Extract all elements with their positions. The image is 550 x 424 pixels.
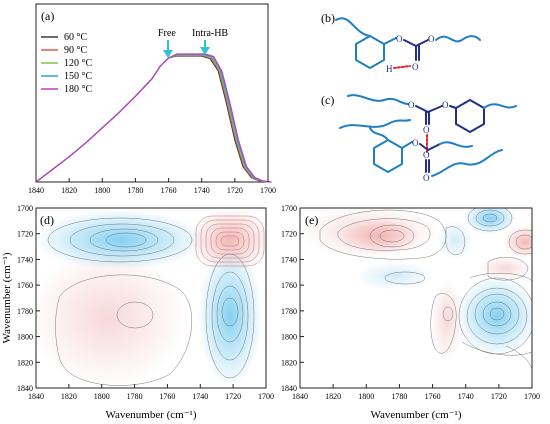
structure-c-top-ether-oxygen: O bbox=[442, 100, 449, 110]
contour-d-lower-left-positive bbox=[36, 248, 188, 388]
panel-d-y-ticks: 1700 1720 1740 1760 1780 1800 1820 1840 bbox=[17, 204, 40, 393]
structure-b-carbonyl-oxygen: O bbox=[412, 62, 419, 72]
y-tick-label: 1720 bbox=[17, 230, 33, 239]
y-tick-label: 1740 bbox=[281, 255, 297, 264]
y-tick-label: 1840 bbox=[281, 384, 297, 393]
panel-a-label: (a) bbox=[41, 9, 54, 23]
panel-a-x-tick-label: 1840 bbox=[28, 186, 44, 195]
structure-b-hydrogen: H bbox=[386, 64, 393, 74]
x-tick-label: 1740 bbox=[192, 392, 208, 401]
y-tick-label: 1760 bbox=[17, 281, 33, 290]
panel-d-y-axis-label: Wavenumber (cm⁻¹) bbox=[1, 252, 13, 343]
y-tick-label: 1760 bbox=[281, 281, 297, 290]
panel-a-x-tick-label: 1700 bbox=[260, 186, 276, 195]
structure-c-bottom-ester-oxygen: O bbox=[412, 138, 419, 148]
panel-e-y-ticks: 1700 1720 1740 1760 1780 1800 1820 1840 bbox=[281, 204, 304, 393]
panel-d: (d) 1840 1820 1800 1780 1760 1740 1720 1700 170… bbox=[1, 204, 274, 421]
x-tick-label: 1800 bbox=[358, 392, 374, 401]
panel-a-x-tick-label: 1780 bbox=[127, 186, 143, 195]
panel-d-contours bbox=[36, 208, 266, 388]
panel-c-label: (c) bbox=[321, 93, 334, 107]
y-tick-label: 1700 bbox=[281, 204, 297, 213]
structure-b-ester-oxygen: O bbox=[396, 34, 403, 44]
panel-e-x-axis-label: Wavenumber (cm⁻¹) bbox=[371, 409, 462, 421]
x-tick-label: 1820 bbox=[325, 392, 341, 401]
structure-c-bottom-ether-oxygen: O bbox=[423, 173, 430, 183]
legend-label-4: 150 °C bbox=[64, 71, 92, 82]
x-tick-label: 1760 bbox=[425, 392, 441, 401]
y-tick-label: 1820 bbox=[17, 358, 33, 367]
x-tick-label: 1780 bbox=[127, 392, 143, 401]
panel-a: (a) 1840 1820 1800 1780 1760 1740 1720 1700 Fre… bbox=[28, 3, 276, 195]
contour-d-upper-right-positive bbox=[190, 208, 266, 272]
panel-a-x-ticks: 1840 1820 1800 1780 1760 1740 1720 1700 bbox=[28, 178, 276, 195]
contour-e-middle-positive bbox=[431, 278, 463, 362]
x-tick-label: 1840 bbox=[28, 392, 44, 401]
panel-a-curves bbox=[35, 53, 272, 183]
x-tick-label: 1740 bbox=[458, 392, 474, 401]
structure-c-bottom-carbonyl-oxygen: O bbox=[423, 150, 430, 160]
panel-d-frame bbox=[35, 207, 267, 389]
panel-d-x-ticks: 1840 1820 1800 1780 1760 1740 1720 1700 bbox=[28, 384, 274, 401]
y-tick-label: 1840 bbox=[17, 384, 33, 393]
y-tick-label: 1800 bbox=[281, 333, 297, 342]
panel-a-x-tick-label: 1720 bbox=[227, 186, 243, 195]
intra-hb-arrow bbox=[200, 40, 210, 55]
x-tick-label: 1760 bbox=[159, 392, 175, 401]
y-tick-label: 1820 bbox=[281, 358, 297, 367]
panel-b-frame bbox=[319, 6, 535, 86]
free-arrow bbox=[163, 40, 173, 58]
panel-a-frame bbox=[35, 3, 269, 183]
x-tick-label: 1720 bbox=[491, 392, 507, 401]
contour-d-upper-left-negative bbox=[36, 210, 205, 270]
x-tick-label: 1840 bbox=[292, 392, 308, 401]
panel-a-x-tick-label: 1820 bbox=[61, 186, 77, 195]
panel-d-label: (d) bbox=[40, 213, 54, 227]
x-tick-label: 1720 bbox=[225, 392, 241, 401]
legend-label-1: 60 °C bbox=[64, 32, 87, 43]
y-tick-label: 1800 bbox=[17, 333, 33, 342]
y-tick-label: 1740 bbox=[17, 255, 33, 264]
free-annotation: Free bbox=[158, 28, 176, 39]
structure-b: O O O H bbox=[335, 17, 481, 74]
panel-a-x-tick-label: 1740 bbox=[194, 186, 210, 195]
contour-e-top-negative bbox=[464, 208, 516, 234]
spectrum-line-5 bbox=[35, 53, 272, 183]
structure-c-top-ester-oxygen: O bbox=[408, 100, 415, 110]
structure-c: O O O O O O bbox=[339, 94, 517, 183]
panel-e: (e) 1840 1820 1800 1780 1760 1740 1720 1700 170… bbox=[281, 204, 540, 421]
y-tick-label: 1720 bbox=[281, 230, 297, 239]
legend-label-2: 90 °C bbox=[64, 45, 87, 56]
panel-e-frame bbox=[299, 207, 533, 389]
intra-hb-annotation: Intra-HB bbox=[192, 28, 228, 39]
panel-e-x-ticks: 1840 1820 1800 1780 1760 1740 1720 1700 bbox=[292, 384, 540, 401]
x-tick-label: 1700 bbox=[258, 392, 274, 401]
y-tick-label: 1780 bbox=[281, 307, 297, 316]
x-tick-label: 1700 bbox=[524, 392, 540, 401]
panel-d-x-axis-label: Wavenumber (cm⁻¹) bbox=[106, 409, 197, 421]
panel-a-x-tick-label: 1760 bbox=[161, 186, 177, 195]
panel-e-label: (e) bbox=[305, 213, 318, 227]
y-tick-label: 1780 bbox=[17, 307, 33, 316]
panel-a-legend: 60 °C 90 °C 120 °C 150 °C 180 °C bbox=[41, 32, 92, 95]
contour-e-right-positive bbox=[503, 226, 532, 258]
y-tick-label: 1700 bbox=[17, 204, 33, 213]
structure-c-top-carbonyl-oxygen: O bbox=[423, 125, 430, 135]
hydrogen-bond-b bbox=[393, 65, 411, 69]
x-tick-label: 1780 bbox=[391, 392, 407, 401]
panel-e-contours bbox=[300, 208, 532, 388]
panel-a-x-tick-label: 1800 bbox=[94, 186, 110, 195]
panel-b: (b) O O O H bbox=[319, 6, 535, 86]
structure-b-ether-oxygen: O bbox=[428, 34, 435, 44]
legend-label-5: 180 °C bbox=[64, 84, 92, 95]
panel-b-label: (b) bbox=[321, 11, 335, 25]
legend-label-3: 120 °C bbox=[64, 58, 92, 69]
panel-c: (c) O O O O O bbox=[321, 93, 517, 183]
contour-d-lower-right-negative bbox=[198, 246, 262, 386]
x-tick-label: 1820 bbox=[61, 392, 77, 401]
x-tick-label: 1800 bbox=[94, 392, 110, 401]
